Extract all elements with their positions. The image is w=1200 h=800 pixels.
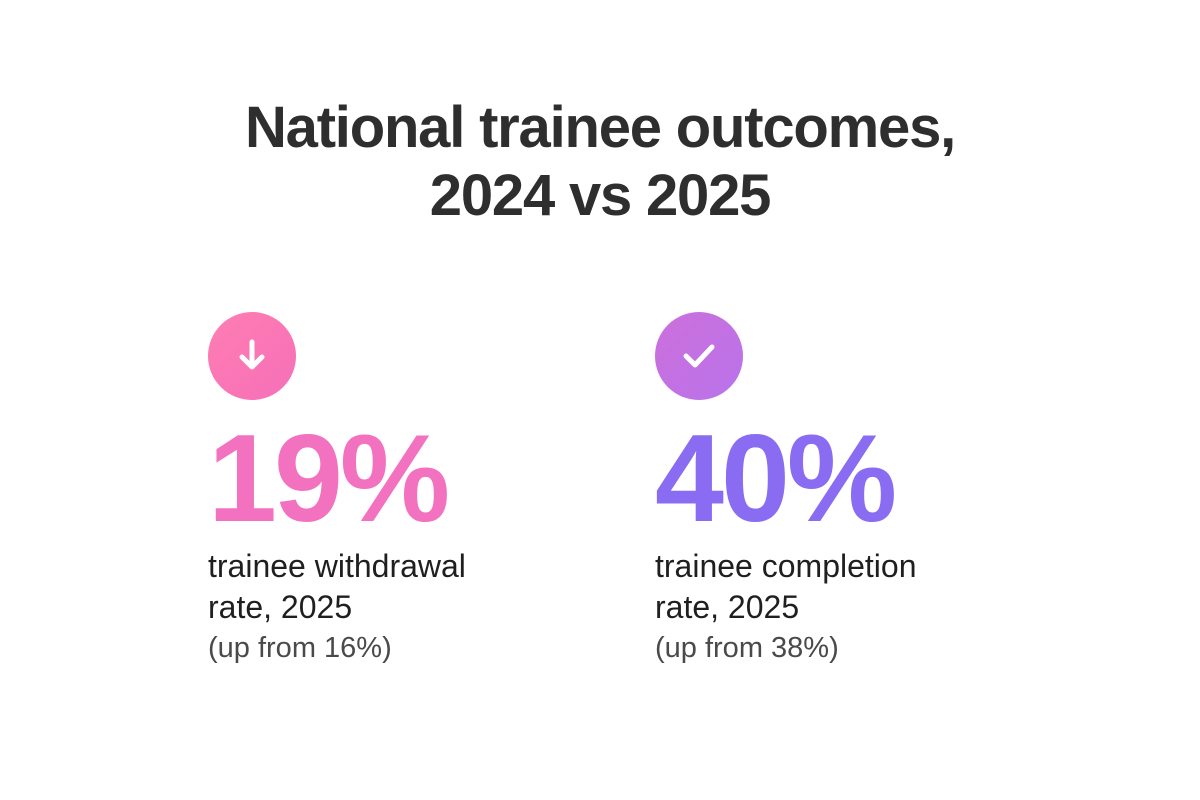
completion-label-line-1: trainee completion <box>655 548 917 584</box>
arrow-down-icon <box>230 334 274 378</box>
completion-label: trainee completion rate, 2025 (up from 3… <box>655 546 1015 668</box>
check-icon <box>677 334 721 378</box>
stat-withdrawal: 19% trainee withdrawal rate, 2025 (up fr… <box>208 312 568 668</box>
withdrawal-badge <box>208 312 296 400</box>
title-line-1: National trainee outcomes, <box>244 95 956 160</box>
withdrawal-value: 19% <box>208 410 450 548</box>
withdrawal-label-line-1: trainee withdrawal <box>208 548 466 584</box>
title-line-2: 2024 vs 2025 <box>429 163 772 228</box>
completion-label-line-2: rate, 2025 <box>655 589 800 625</box>
completion-badge <box>655 312 743 400</box>
completion-value: 40% <box>655 410 897 548</box>
withdrawal-label-line-2: rate, 2025 <box>208 589 353 625</box>
page-title: National trainee outcomes, 2024 vs 2025 <box>0 94 1200 230</box>
withdrawal-label: trainee withdrawal rate, 2025 (up from 1… <box>208 546 568 668</box>
completion-note: (up from 38%) <box>655 632 839 664</box>
withdrawal-note: (up from 16%) <box>208 632 392 664</box>
stat-completion: 40% trainee completion rate, 2025 (up fr… <box>655 312 1015 668</box>
